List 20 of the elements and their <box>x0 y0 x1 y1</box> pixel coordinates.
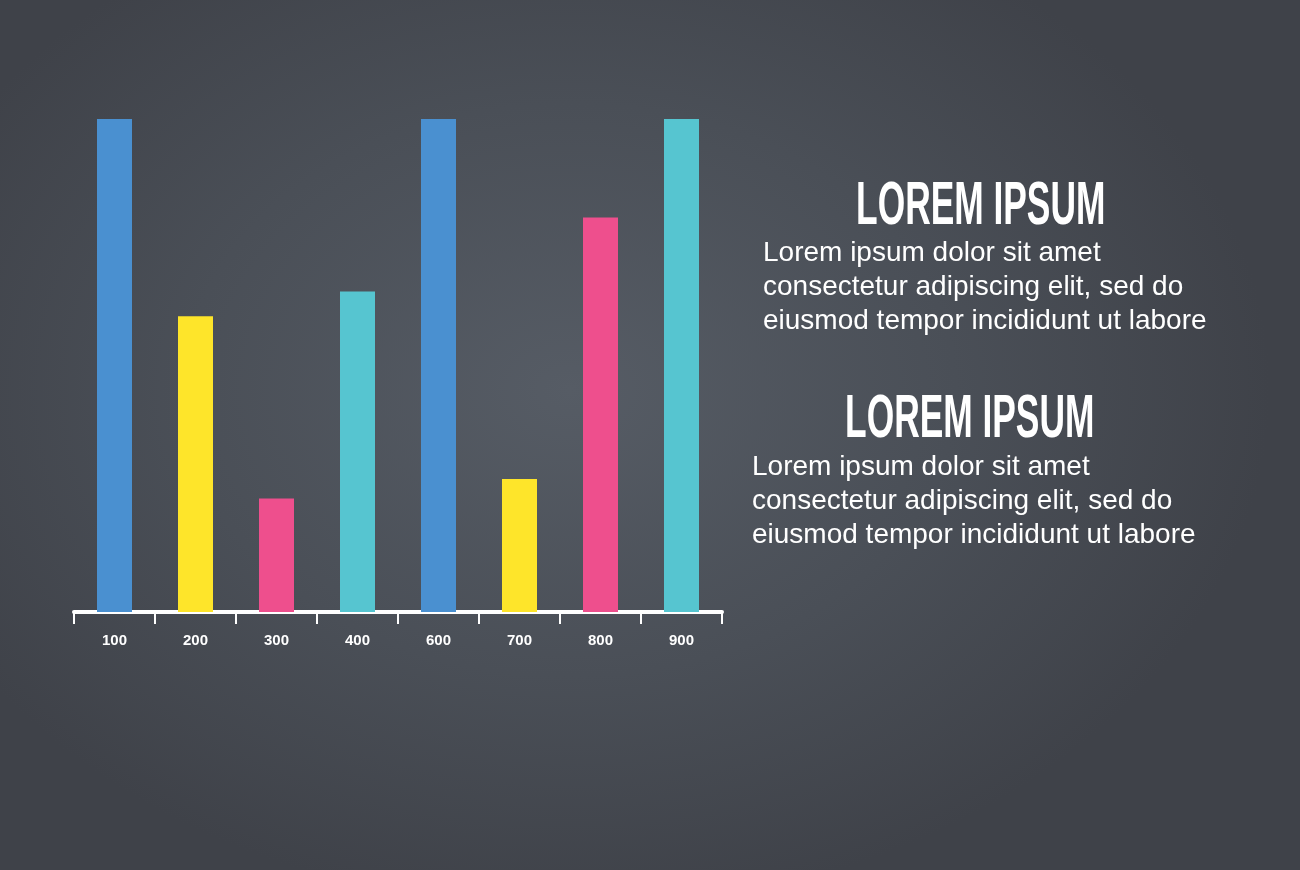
bar <box>502 478 537 612</box>
x-tick-label: 900 <box>668 631 695 648</box>
bar <box>583 217 618 612</box>
text: Lorem ipsum dolor sit amet consectetur adipiscing elit, sed do eiusmod tempor incididunt ut labore <box>752 449 1197 551</box>
text: Lorem ipsum dolor sit amet consectetur adipiscing elit, sed do eiusmod tempor incididunt ut labore <box>763 235 1208 337</box>
bar <box>664 119 699 612</box>
x-tick-label: 800 <box>587 631 614 648</box>
x-tick-label: 300 <box>263 631 290 648</box>
x-tick-label: 100 <box>101 631 128 648</box>
bar <box>340 291 375 612</box>
x-tick-label: 600 <box>425 631 452 648</box>
x-tick-label: 200 <box>182 631 209 648</box>
bar <box>97 119 132 612</box>
x-tick-label: 700 <box>506 631 533 648</box>
bar <box>178 316 213 612</box>
text: LOREM IPSUM <box>845 381 1095 450</box>
text: LOREM IPSUM <box>856 168 1106 237</box>
bar <box>421 119 456 612</box>
bar <box>259 498 294 612</box>
x-tick-label: 400 <box>344 631 371 648</box>
